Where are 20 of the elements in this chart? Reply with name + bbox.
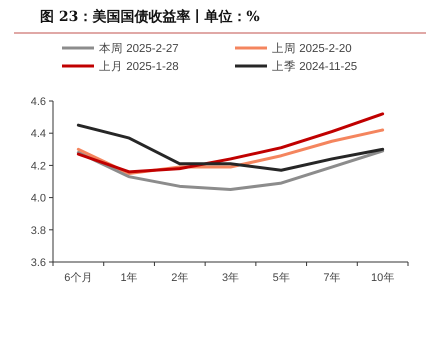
chart-title: 图 23：美国国债收益率丨单位：% (40, 8, 260, 25)
y-tick-label: 4.2 (30, 160, 46, 172)
x-tick-label: 2年 (171, 272, 188, 284)
legend-label: 上月 2025-1-28 (99, 60, 179, 73)
x-tick-label: 3年 (222, 272, 240, 284)
legend-label: 本周 2025-2-27 (99, 42, 179, 55)
line-series (76, 149, 384, 192)
legend-label: 上周 2025-2-20 (272, 42, 352, 55)
y-tick-label: 4.4 (30, 128, 46, 140)
y-tick-label: 4.6 (30, 96, 46, 108)
y-tick-label: 3.6 (30, 257, 46, 269)
y-tick-label: 4.0 (30, 192, 46, 205)
line-series (76, 112, 384, 174)
legend-label: 上季 2024-11-25 (272, 60, 358, 73)
y-tick-label: 3.8 (30, 224, 46, 237)
x-tick-label: 6个月 (64, 272, 92, 284)
x-tick-label: 10年 (371, 272, 394, 284)
x-tick-label: 7年 (323, 272, 340, 284)
x-tick-label: 1年 (120, 272, 138, 284)
x-tick-label: 5年 (272, 272, 290, 284)
